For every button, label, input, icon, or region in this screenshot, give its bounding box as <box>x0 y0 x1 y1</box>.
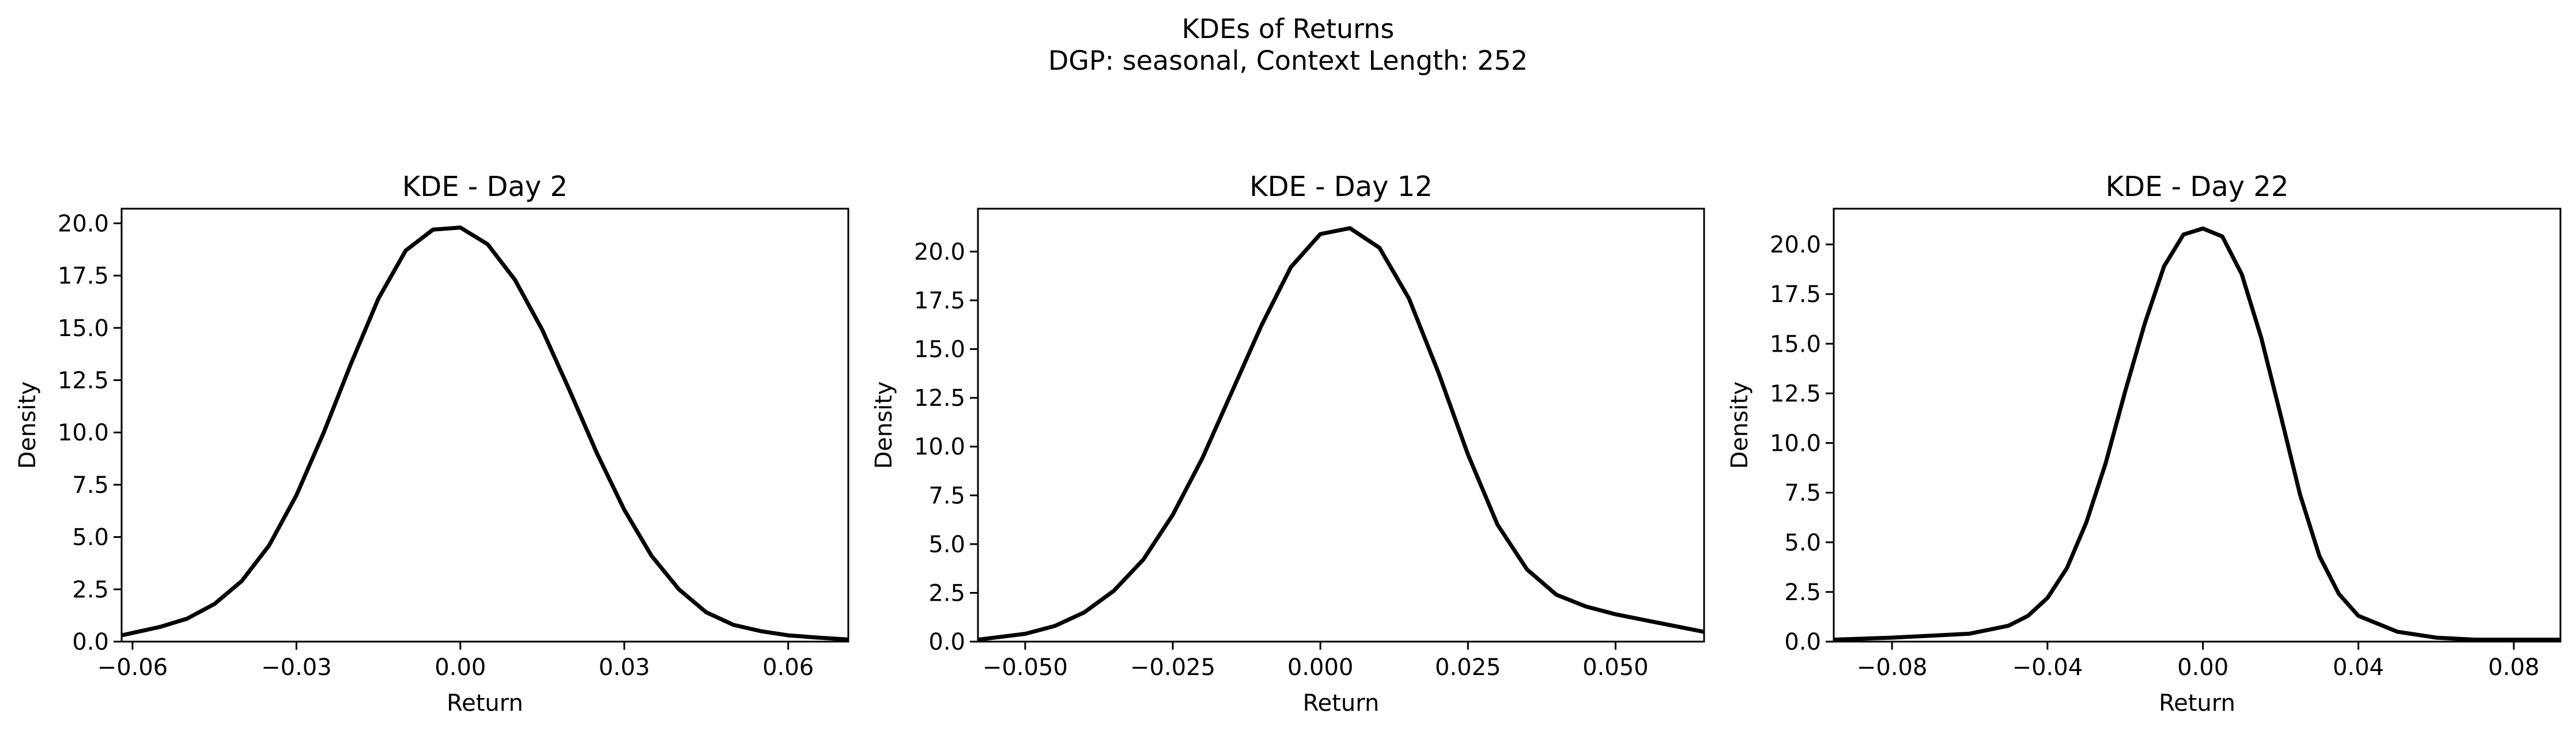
y-tick-label: 15.0 <box>914 337 965 363</box>
x-tick-label: 0.00 <box>435 654 486 681</box>
x-tick-label: −0.050 <box>983 654 1068 681</box>
x-axis-label: Return <box>2159 690 2235 717</box>
subplot-title: KDE - Day 22 <box>2106 171 2289 203</box>
x-tick-label: −0.08 <box>1857 654 1928 681</box>
axes-frame <box>120 208 849 643</box>
y-tick-label: 15.0 <box>1770 331 1821 357</box>
axes-frame <box>977 208 1705 643</box>
x-tick-label: 0.000 <box>1287 654 1354 681</box>
y-tick-label: 0.0 <box>72 629 109 655</box>
y-tick-label: 5.0 <box>72 525 109 551</box>
y-tick-label: 12.5 <box>58 367 109 394</box>
subplot-day-2: KDE - Day 2 Return Density −0.06 −0.03 0.0… <box>14 171 849 717</box>
y-tick-label: 20.0 <box>1770 232 1821 258</box>
y-tick-label: 10.0 <box>58 420 109 446</box>
kde-series-line <box>1834 226 2560 642</box>
y-tick-label: 7.5 <box>928 483 965 509</box>
y-tick-label: 17.5 <box>914 288 965 314</box>
y-tick-label: 0.0 <box>928 629 965 655</box>
x-tick-label: 0.00 <box>2177 654 2228 681</box>
x-axis-label: Return <box>447 690 523 717</box>
y-tick-label: 12.5 <box>1770 380 1821 407</box>
x-tick-label: 0.08 <box>2488 654 2540 681</box>
y-tick-label: 15.0 <box>58 315 109 342</box>
figure-title-line1: KDEs of Returns <box>1182 13 1395 44</box>
y-tick-label: 17.5 <box>1770 281 1821 308</box>
x-tick-label: −0.04 <box>2012 654 2083 681</box>
y-tick-label: 17.5 <box>58 263 109 289</box>
x-tick-label: 0.025 <box>1435 654 1501 681</box>
x-tick-label: −0.025 <box>1130 654 1215 681</box>
subplot-title: KDE - Day 12 <box>1249 171 1433 203</box>
y-axis-label: Density <box>871 381 897 469</box>
x-tick-label: 0.06 <box>762 654 814 681</box>
x-tick-label: 0.050 <box>1582 654 1649 681</box>
y-tick-label: 7.5 <box>72 472 109 499</box>
subplot-day-12: KDE - Day 12 Return Density −0.050 −0.025… <box>871 171 1705 717</box>
y-tick-label: 2.5 <box>1784 579 1821 606</box>
y-tick-label: 0.0 <box>1784 629 1821 655</box>
x-tick-label: 0.04 <box>2333 654 2384 681</box>
y-tick-label: 10.0 <box>1770 431 1821 457</box>
y-tick-label: 20.0 <box>58 210 109 237</box>
figure-title-line2: DGP: seasonal, Context Length: 252 <box>1048 45 1528 76</box>
y-tick-label: 2.5 <box>928 580 965 606</box>
x-tick-label: 0.03 <box>599 654 650 681</box>
y-tick-label: 10.0 <box>914 434 965 461</box>
kde-series-line <box>122 225 848 642</box>
kde-series-line <box>978 226 1704 642</box>
x-tick-label: −0.03 <box>261 654 332 681</box>
y-axis-label: Density <box>14 381 41 469</box>
y-axis-label: Density <box>1727 381 1753 469</box>
x-tick-label: −0.06 <box>97 654 168 681</box>
y-tick-label: 20.0 <box>914 239 965 265</box>
y-tick-label: 5.0 <box>928 532 965 558</box>
axes-frame <box>1833 208 2562 643</box>
y-tick-label: 2.5 <box>72 576 109 603</box>
subplot-title: KDE - Day 2 <box>402 171 568 203</box>
y-tick-label: 12.5 <box>914 385 965 412</box>
x-axis-label: Return <box>1303 690 1380 717</box>
subplot-day-22: KDE - Day 22 Return Density −0.08 −0.04 0.… <box>1727 171 2562 717</box>
y-tick-label: 7.5 <box>1784 480 1821 507</box>
y-tick-label: 5.0 <box>1784 530 1821 556</box>
